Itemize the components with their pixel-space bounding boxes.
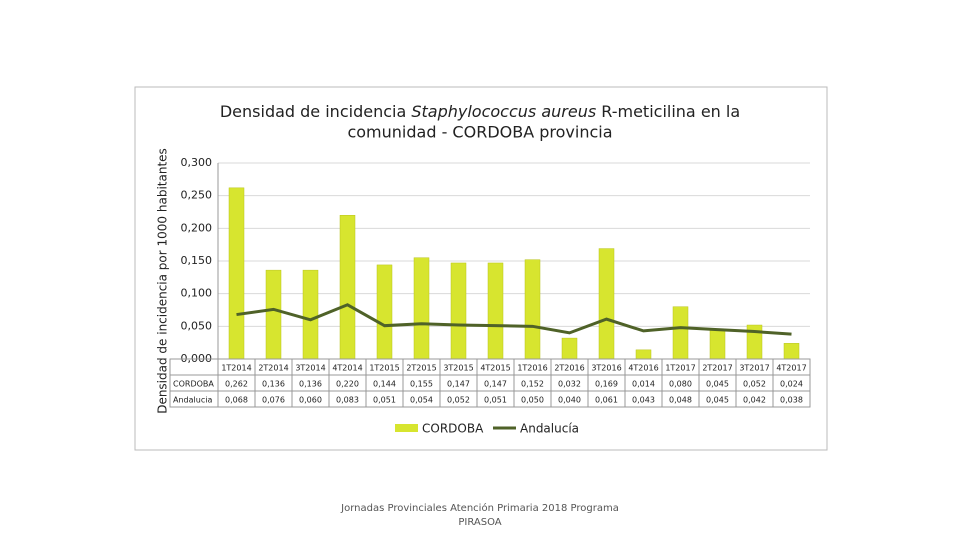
table-cell: 0,080 bbox=[669, 380, 692, 389]
x-tick-label: 3T2016 bbox=[591, 364, 621, 373]
table-cell: 0,024 bbox=[780, 380, 803, 389]
x-tick-label: 4T2015 bbox=[480, 364, 510, 373]
table-cell: 0,043 bbox=[632, 396, 655, 405]
y-tick-label: 0,300 bbox=[181, 156, 213, 169]
bar bbox=[524, 259, 541, 360]
y-tick-label: 0,250 bbox=[181, 189, 213, 202]
bar bbox=[302, 269, 319, 360]
x-tick-label: 3T2017 bbox=[739, 364, 769, 373]
bar bbox=[598, 248, 615, 360]
chart-title: Densidad de incidencia Staphylococcus au… bbox=[220, 102, 740, 121]
y-tick-label: 0,200 bbox=[181, 221, 213, 234]
table-cell: 0,169 bbox=[595, 380, 618, 389]
footer: PIRASOA bbox=[458, 517, 501, 528]
table-cell: 0,136 bbox=[262, 380, 285, 389]
x-tick-label: 4T2017 bbox=[776, 364, 806, 373]
table-cell: 0,014 bbox=[632, 380, 655, 389]
x-tick-label: 4T2014 bbox=[332, 364, 362, 373]
table-cell: 0,136 bbox=[299, 380, 322, 389]
bar bbox=[376, 264, 393, 360]
table-cell: 0,155 bbox=[410, 380, 433, 389]
title-part: Densidad de incidencia bbox=[220, 102, 411, 121]
y-tick-label: 0,100 bbox=[181, 287, 213, 300]
legend-swatch bbox=[395, 424, 418, 432]
table-cell: 0,038 bbox=[780, 396, 803, 405]
x-tick-label: 3T2015 bbox=[443, 364, 473, 373]
table-cell: 0,076 bbox=[262, 396, 285, 405]
table-cell: 0,262 bbox=[225, 380, 248, 389]
x-tick-label: 1T2016 bbox=[517, 364, 547, 373]
bar bbox=[339, 215, 356, 360]
bar bbox=[228, 187, 245, 360]
x-tick-label: 1T2017 bbox=[665, 364, 695, 373]
bar bbox=[783, 343, 800, 360]
table-row-label: Andalucia bbox=[173, 396, 212, 405]
table-cell: 0,220 bbox=[336, 380, 359, 389]
x-tick-label: 2T2015 bbox=[406, 364, 436, 373]
table-row-label: CORDOBA bbox=[173, 380, 214, 389]
table-cell: 0,054 bbox=[410, 396, 433, 405]
footer: Jornadas Provinciales Atención Primaria … bbox=[340, 502, 619, 514]
table-cell: 0,045 bbox=[706, 380, 729, 389]
x-tick-label: 4T2016 bbox=[628, 364, 658, 373]
x-tick-label: 2T2016 bbox=[554, 364, 584, 373]
table-cell: 0,048 bbox=[669, 396, 692, 405]
table-cell: 0,060 bbox=[299, 396, 322, 405]
table-cell: 0,051 bbox=[484, 396, 507, 405]
table-cell: 0,052 bbox=[743, 380, 766, 389]
table-cell: 0,042 bbox=[743, 396, 766, 405]
table-cell: 0,147 bbox=[484, 380, 507, 389]
table-cell: 0,051 bbox=[373, 396, 396, 405]
table-cell: 0,032 bbox=[558, 380, 581, 389]
table-cell: 0,147 bbox=[447, 380, 470, 389]
table-cell: 0,144 bbox=[373, 380, 396, 389]
bar bbox=[561, 337, 578, 360]
chart-title: comunidad - CORDOBA provincia bbox=[347, 123, 612, 142]
chart-frame bbox=[134, 86, 828, 451]
legend-label: CORDOBA bbox=[422, 422, 484, 436]
bar bbox=[709, 329, 726, 360]
table-cell: 0,061 bbox=[595, 396, 618, 405]
table-cell: 0,050 bbox=[521, 396, 544, 405]
bar bbox=[635, 349, 652, 360]
bar bbox=[672, 306, 689, 360]
y-tick-label: 0,150 bbox=[181, 254, 213, 267]
bar bbox=[450, 262, 467, 360]
table-cell: 0,045 bbox=[706, 396, 729, 405]
legend-label: Andalucía bbox=[520, 422, 579, 436]
x-tick-label: 1T2015 bbox=[369, 364, 399, 373]
x-tick-label: 2T2017 bbox=[702, 364, 732, 373]
bar bbox=[413, 257, 430, 360]
table-cell: 0,040 bbox=[558, 396, 581, 405]
x-tick-label: 1T2014 bbox=[221, 364, 251, 373]
line bbox=[236, 303, 792, 336]
bar bbox=[265, 269, 282, 360]
table-cell: 0,152 bbox=[521, 380, 544, 389]
x-tick-label: 3T2014 bbox=[295, 364, 325, 373]
table-cell: 0,052 bbox=[447, 396, 470, 405]
table-cell: 0,083 bbox=[336, 396, 359, 405]
y-axis-label: Densidad de incidencia por 1000 habitant… bbox=[156, 148, 170, 414]
bar bbox=[487, 262, 504, 360]
table-cell: 0,068 bbox=[225, 396, 248, 405]
title-part: Staphylococcus aureus bbox=[411, 102, 596, 121]
title-part: R-meticilina en la bbox=[596, 102, 740, 121]
x-tick-label: 2T2014 bbox=[258, 364, 288, 373]
y-tick-label: 0,050 bbox=[181, 319, 213, 332]
